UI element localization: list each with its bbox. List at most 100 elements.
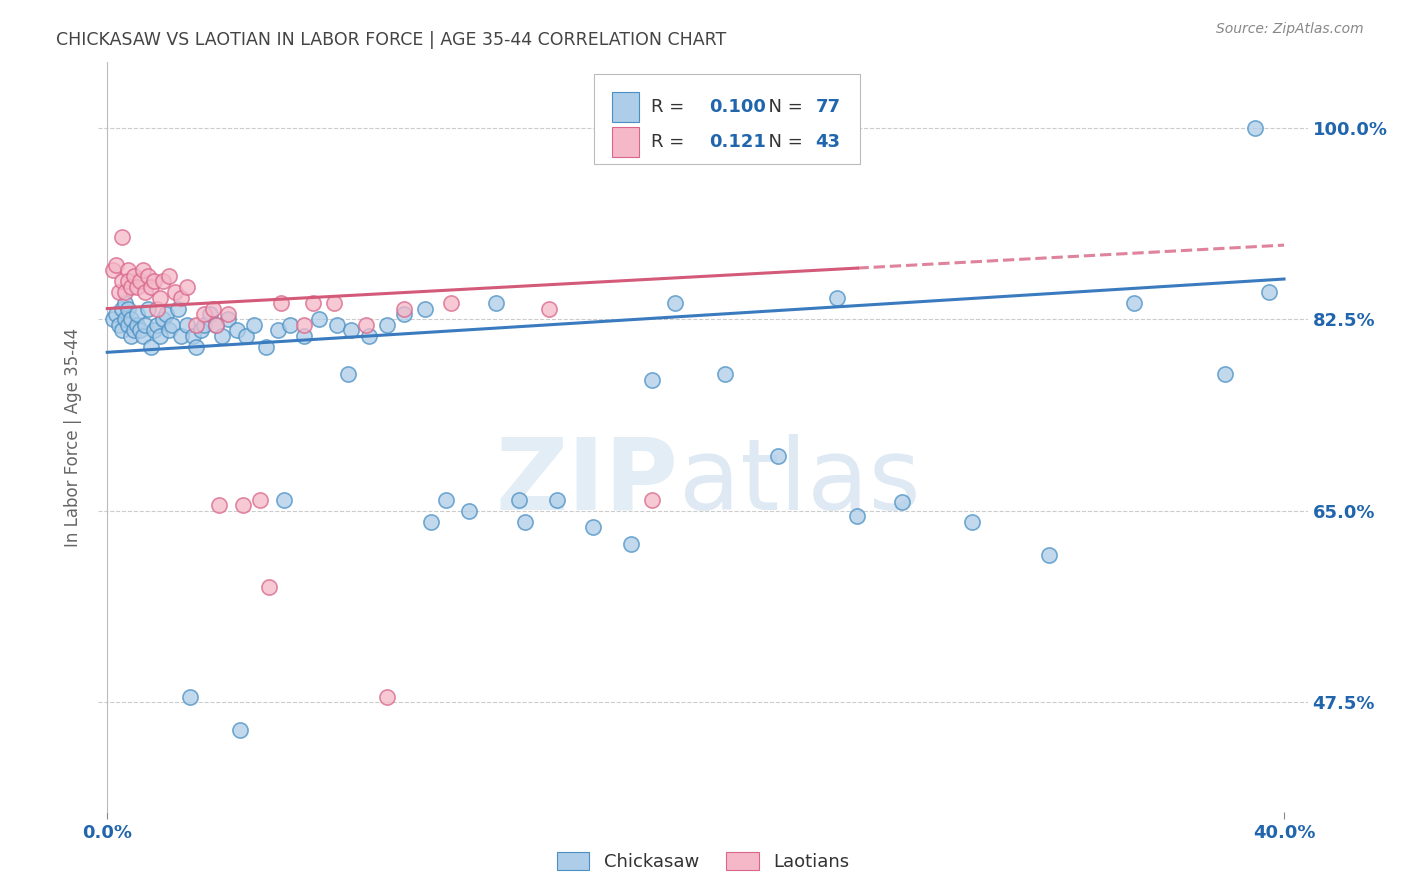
Bar <box>613 93 638 122</box>
Point <box>146 301 169 316</box>
Point <box>211 329 233 343</box>
Point <box>846 509 869 524</box>
Point <box>155 307 177 321</box>
Point <box>120 329 142 343</box>
Point <box>225 323 247 337</box>
Text: 43: 43 <box>815 133 841 151</box>
Point <box>117 301 139 316</box>
Y-axis label: In Labor Force | Age 35-44: In Labor Force | Age 35-44 <box>65 327 83 547</box>
Point <box>138 268 160 283</box>
Point <box>235 329 257 343</box>
Point <box>205 318 228 332</box>
Point <box>163 285 186 300</box>
Point <box>359 329 381 343</box>
Point <box>354 318 377 332</box>
Point <box>179 690 201 704</box>
Point <box>120 279 142 293</box>
Point <box>101 312 124 326</box>
Point <box>766 449 789 463</box>
Point <box>138 301 160 316</box>
Point <box>128 323 150 337</box>
Point <box>181 329 204 343</box>
Point <box>193 318 215 332</box>
Point <box>249 493 271 508</box>
Point <box>270 296 292 310</box>
Point <box>620 537 643 551</box>
Point <box>508 493 530 508</box>
Point <box>141 340 163 354</box>
Point <box>1258 285 1281 300</box>
Point <box>308 312 330 326</box>
Point <box>267 323 290 337</box>
Point <box>257 581 280 595</box>
Point <box>149 291 172 305</box>
Text: R =: R = <box>651 133 696 151</box>
Point <box>640 373 662 387</box>
Point <box>546 493 568 508</box>
Point <box>117 274 139 288</box>
Point <box>152 274 174 288</box>
Point <box>157 323 180 337</box>
Point <box>200 307 222 321</box>
Point <box>1123 296 1146 310</box>
Point <box>960 515 983 529</box>
Text: CHICKASAW VS LAOTIAN IN LABOR FORCE | AGE 35-44 CORRELATION CHART: CHICKASAW VS LAOTIAN IN LABOR FORCE | AG… <box>56 31 727 49</box>
Point <box>394 307 416 321</box>
Point <box>134 318 156 332</box>
Point <box>664 296 686 310</box>
Point <box>375 690 398 704</box>
Point <box>208 499 231 513</box>
Point <box>131 263 153 277</box>
Text: ZIP: ZIP <box>496 434 679 531</box>
Point <box>292 329 315 343</box>
Text: N =: N = <box>758 133 808 151</box>
Point <box>114 285 136 300</box>
Point <box>149 329 172 343</box>
Point <box>302 296 325 310</box>
Point <box>419 515 441 529</box>
Point <box>1038 548 1060 562</box>
Point <box>108 285 131 300</box>
Point <box>166 301 188 316</box>
Point <box>292 318 315 332</box>
Point <box>111 301 134 316</box>
Point <box>202 301 225 316</box>
Point <box>157 268 180 283</box>
Point <box>458 504 481 518</box>
Point <box>394 301 416 316</box>
Point <box>105 258 128 272</box>
Point <box>125 279 148 293</box>
Text: 0.100: 0.100 <box>709 98 766 116</box>
Point <box>160 318 183 332</box>
Point <box>440 296 463 310</box>
Point <box>117 263 139 277</box>
Point <box>322 296 344 310</box>
Point <box>340 323 363 337</box>
Point <box>228 723 250 737</box>
Point <box>205 318 228 332</box>
Point <box>117 318 139 332</box>
Point <box>120 312 142 326</box>
Point <box>143 274 166 288</box>
Point <box>1213 367 1236 381</box>
Text: 77: 77 <box>815 98 841 116</box>
Point <box>128 274 150 288</box>
Point <box>108 318 131 332</box>
Text: N =: N = <box>758 98 808 116</box>
Point <box>243 318 266 332</box>
Text: R =: R = <box>651 98 690 116</box>
Point <box>176 318 198 332</box>
Point <box>190 323 212 337</box>
Point <box>111 323 134 337</box>
Point <box>217 312 239 326</box>
Point <box>114 296 136 310</box>
Point <box>184 318 207 332</box>
Legend: Chickasaw, Laotians: Chickasaw, Laotians <box>550 845 856 879</box>
Point <box>101 263 124 277</box>
Point <box>111 230 134 244</box>
Point <box>111 274 134 288</box>
Point <box>273 493 295 508</box>
Point <box>640 493 662 508</box>
Point <box>122 268 145 283</box>
Point <box>337 367 360 381</box>
